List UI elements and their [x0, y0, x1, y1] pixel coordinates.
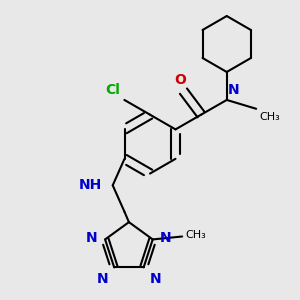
Text: CH₃: CH₃	[185, 230, 206, 240]
Text: NH: NH	[79, 178, 102, 192]
Text: CH₃: CH₃	[259, 112, 280, 122]
Text: N: N	[97, 272, 108, 286]
Text: N: N	[86, 231, 98, 245]
Text: N: N	[228, 83, 240, 97]
Text: Cl: Cl	[105, 83, 120, 97]
Text: N: N	[160, 231, 172, 245]
Text: N: N	[149, 272, 161, 286]
Text: O: O	[175, 73, 186, 87]
